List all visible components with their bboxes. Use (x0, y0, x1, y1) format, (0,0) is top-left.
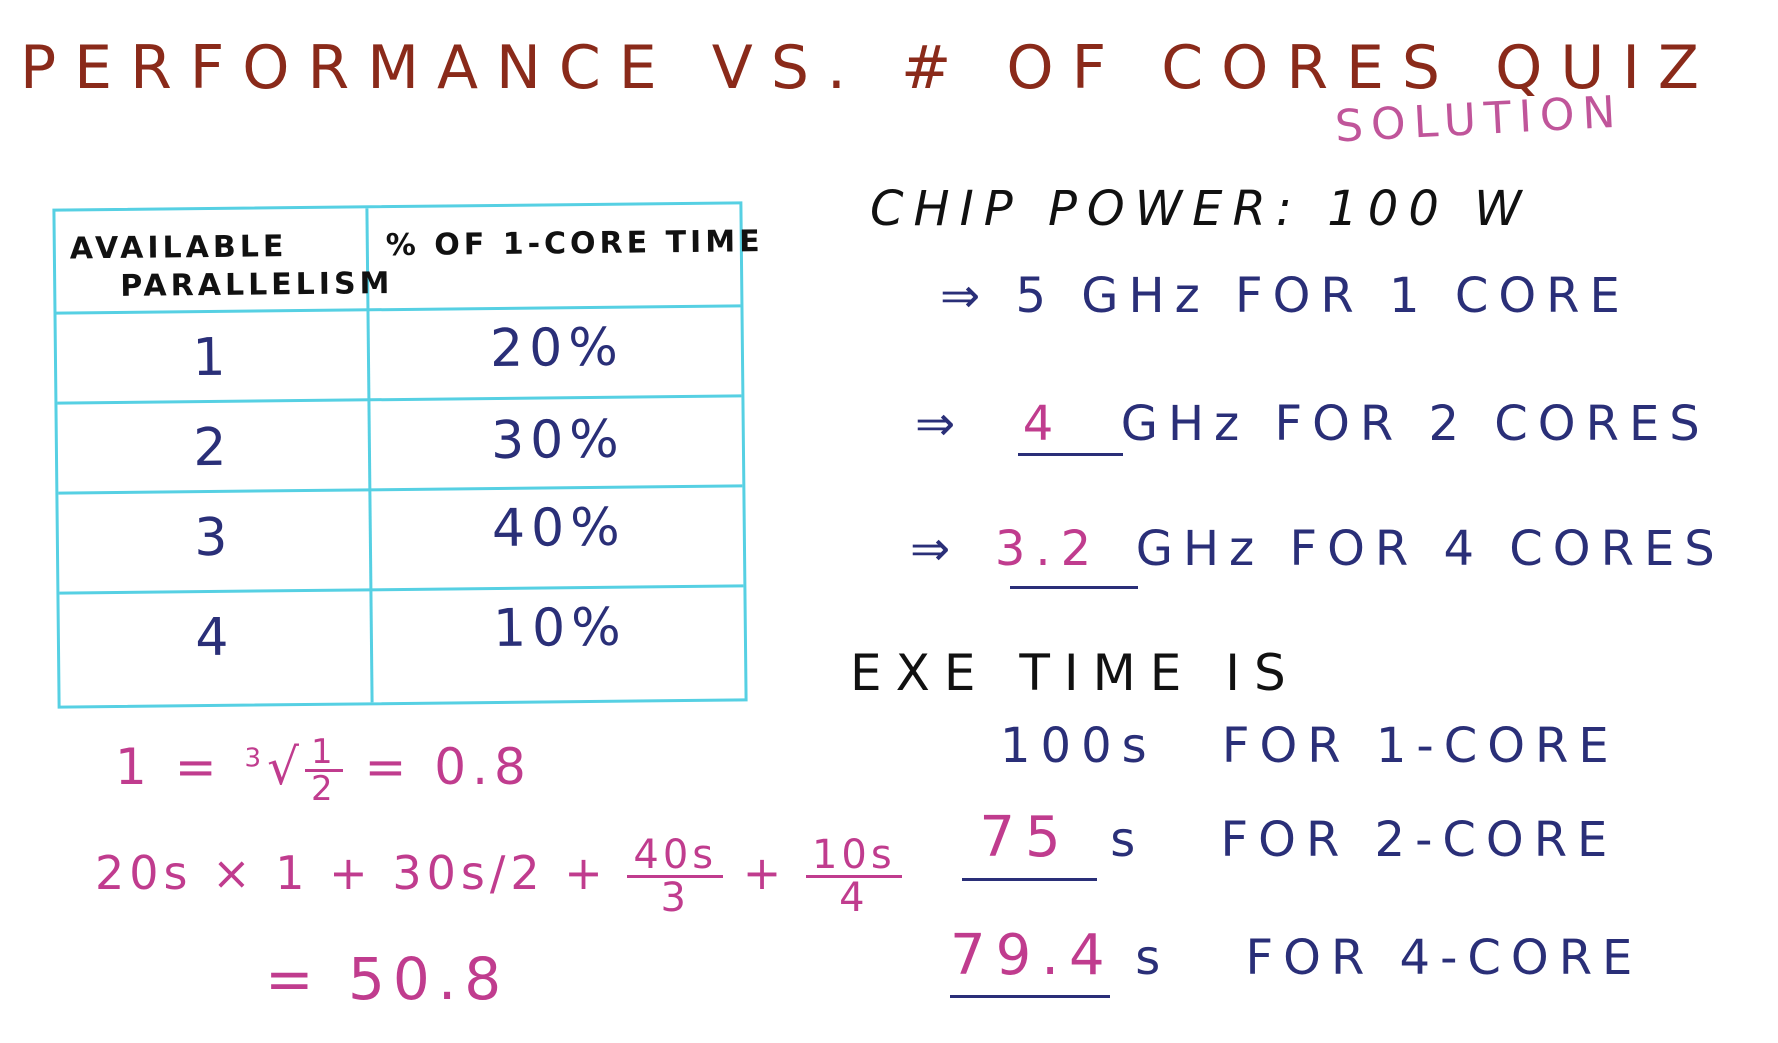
table-cell-percent: 10% (492, 597, 627, 660)
arrow-icon: ⇒ (910, 521, 961, 577)
table-row-divider (58, 484, 743, 495)
fraction: 10s 4 (805, 835, 902, 921)
table-cell-parallelism: 1 (192, 327, 232, 389)
exe-line-2: 75 s FOR 2-CORE (965, 810, 1617, 866)
table-row-divider (57, 394, 742, 405)
chip-power: CHIP POWER: 100 W (870, 181, 1532, 237)
answer-underline (1018, 453, 1123, 456)
solution-label: SOLUTION (1333, 86, 1625, 153)
freq-text: GHz FOR 2 CORES (1120, 396, 1710, 452)
freq-text: GHz FOR 4 CORES (1135, 521, 1725, 577)
exe-time-heading: EXE TIME IS (850, 644, 1300, 702)
fraction-denominator: 2 (310, 769, 337, 809)
fraction-numerator: 10s (805, 835, 902, 878)
arrow-icon: ⇒ (915, 396, 966, 452)
exe-line-1: 100s FOR 1-CORE (1000, 722, 1619, 770)
equation-line-3: = 50.8 (265, 945, 510, 1013)
fraction-numerator: 40s (627, 835, 724, 878)
equation-line-2: 20s × 1 + 30s/2 + 40s 3 + 10s 4 (95, 835, 902, 918)
header-parallelism: PARALLELISM (120, 266, 394, 304)
table-cell-parallelism: 2 (193, 417, 233, 479)
equation-lhs: 1 = (115, 738, 223, 796)
exe-value-answer: 79.4 (950, 923, 1115, 988)
table-row-divider (59, 584, 744, 595)
fraction-denominator: 3 (660, 875, 690, 921)
exe-line-3: 79.4 s FOR 4-CORE (950, 928, 1642, 984)
table-cell-percent: 30% (490, 409, 625, 472)
table-cell-percent: 20% (489, 317, 624, 380)
header-percent-time: % OF 1-CORE TIME (385, 224, 764, 264)
fraction: 40s 3 (627, 835, 724, 921)
header-available: AVAILABLE (69, 229, 288, 267)
freq-line-3: ⇒ 3.2 GHz FOR 4 CORES (910, 525, 1725, 573)
answer-underline (950, 995, 1110, 998)
freq-value-answer: 4 (1022, 396, 1064, 452)
equation-terms: 20s × 1 + 30s/2 + (95, 846, 608, 900)
freq-value: 5 (1015, 268, 1057, 324)
plus-sign: + (742, 846, 787, 900)
exe-value-answer: 75 (979, 805, 1071, 870)
equation-line-1: 1 = 3√ 1 2 = 0.8 (115, 735, 532, 806)
fraction-denominator: 4 (839, 875, 869, 921)
freq-value-answer: 3.2 (994, 521, 1102, 577)
freq-line-1: ⇒ 5 GHz FOR 1 CORE (940, 272, 1630, 320)
equation-rhs: = 0.8 (364, 738, 532, 796)
arrow-icon: ⇒ (940, 268, 991, 324)
root-sign: √ (267, 738, 305, 796)
freq-line-2: ⇒ 4 GHz FOR 2 CORES (915, 400, 1710, 448)
answer-underline (962, 878, 1097, 881)
exe-unit: s (1110, 812, 1146, 868)
answer-underline (1010, 586, 1138, 589)
parallelism-table: AVAILABLE PARALLELISM % OF 1-CORE TIME 1… (52, 201, 764, 709)
table-cell-parallelism: 4 (195, 607, 235, 669)
exe-text: FOR 1-CORE (1221, 718, 1619, 774)
root-index: 3 (244, 743, 268, 774)
exe-text: FOR 2-CORE (1220, 812, 1618, 868)
table-cell-parallelism: 3 (193, 507, 234, 569)
freq-text: GHz FOR 1 CORE (1081, 268, 1630, 324)
table-cell-percent: 40% (491, 497, 626, 560)
fraction-numerator: 1 (304, 735, 343, 772)
exe-value: 100s (1000, 718, 1157, 774)
page-title: PERFORMANCE VS. # OF CORES QUIZ (20, 33, 1718, 103)
table-header-divider (56, 304, 741, 315)
exe-unit: s (1135, 930, 1171, 986)
exe-text: FOR 4-CORE (1245, 930, 1643, 986)
